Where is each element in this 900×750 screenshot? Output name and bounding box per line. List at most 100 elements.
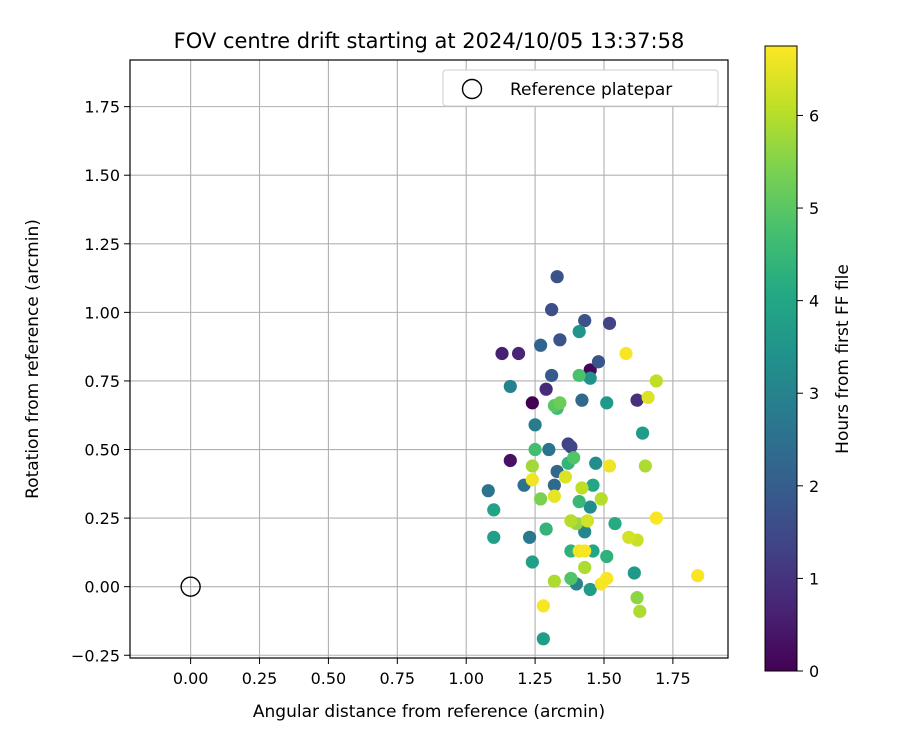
data-point — [545, 303, 559, 317]
data-point — [503, 379, 517, 394]
y-axis-ticks: −0.25 0.00 0.25 0.50 0.75 1.00 1.25 1.50 1.75 — [71, 98, 130, 665]
data-point — [575, 481, 589, 495]
data-point — [487, 530, 501, 544]
data-point — [633, 604, 647, 618]
data-point — [553, 333, 567, 347]
data-point — [630, 393, 644, 407]
y-tick-label: 1.00 — [84, 303, 120, 322]
data-point — [534, 492, 548, 506]
data-point — [528, 418, 542, 432]
grid — [130, 60, 728, 658]
colorbar-tick-label: 4 — [809, 292, 819, 311]
data-point — [572, 368, 586, 383]
data-point — [550, 270, 564, 284]
data-point — [608, 516, 622, 531]
data-point — [539, 382, 553, 396]
data-point — [594, 492, 608, 506]
data-point — [503, 453, 517, 468]
y-tick-label: 0.75 — [84, 372, 120, 391]
y-tick-label: −0.25 — [71, 646, 120, 665]
data-point — [558, 470, 573, 484]
data-point — [511, 346, 526, 361]
data-point — [602, 316, 617, 330]
legend-box — [442, 69, 719, 107]
colorbar: 0 1 2 3 4 5 6 Hours from first FF file — [764, 45, 853, 681]
legend-entry-label: Reference platepar — [510, 80, 672, 100]
data-point — [547, 489, 561, 503]
legend-reference-marker — [461, 78, 483, 100]
colorbar-label: Hours from first FF file — [833, 264, 853, 454]
colorbar-tick-label: 3 — [809, 384, 819, 403]
data-point — [600, 396, 614, 410]
x-tick-label: 0.25 — [242, 669, 278, 688]
data-point — [542, 442, 556, 457]
colorbar-tick-label: 1 — [809, 569, 819, 588]
x-axis-ticks: 0.00 0.25 0.50 0.75 1.00 1.25 1.50 1.75 — [173, 658, 691, 688]
data-point — [564, 440, 578, 454]
x-tick-label: 1.00 — [448, 669, 484, 688]
data-point — [525, 459, 539, 473]
data-point — [536, 599, 550, 613]
data-point — [575, 393, 589, 407]
legend: Reference platepar — [442, 69, 719, 107]
data-point — [495, 346, 509, 361]
x-tick-label: 0.75 — [379, 669, 415, 688]
reference-point-marker — [180, 576, 201, 597]
data-point — [649, 511, 663, 525]
data-point — [564, 514, 578, 528]
y-tick-label: 0.50 — [84, 441, 120, 460]
scatter-points — [481, 270, 705, 646]
data-point — [525, 396, 539, 410]
data-point — [547, 574, 561, 588]
x-tick-label: 0.00 — [173, 669, 209, 688]
data-point — [635, 426, 650, 440]
data-point — [567, 451, 581, 465]
data-point — [580, 514, 595, 528]
data-point — [691, 569, 705, 583]
data-point — [583, 582, 597, 597]
colorbar-tick-label: 2 — [809, 477, 819, 496]
y-axis-label: Rotation from reference (arcmin) — [23, 219, 43, 499]
data-point — [578, 544, 592, 558]
data-point — [583, 371, 597, 385]
data-point — [553, 396, 567, 410]
data-point — [481, 484, 495, 498]
colorbar-tick-label: 6 — [809, 106, 819, 125]
data-point — [649, 374, 663, 388]
colorbar-gradient — [764, 45, 798, 672]
x-tick-label: 1.75 — [655, 669, 691, 688]
x-tick-label: 0.50 — [311, 669, 347, 688]
data-point — [525, 473, 539, 487]
colorbar-ticks: 0 1 2 3 4 5 6 — [797, 106, 819, 681]
data-point — [578, 560, 592, 575]
y-tick-label: 1.25 — [84, 235, 120, 254]
colorbar-tick-label: 0 — [809, 662, 819, 681]
x-axis-label: Angular distance from reference (arcmin) — [253, 702, 605, 722]
data-point — [638, 459, 652, 473]
data-point — [578, 313, 592, 328]
data-point — [572, 495, 586, 509]
data-point — [600, 549, 614, 564]
data-point — [602, 459, 617, 473]
data-point — [641, 390, 655, 405]
plot-area-frame — [129, 59, 729, 659]
data-point — [627, 566, 641, 580]
data-point — [619, 346, 633, 361]
data-point — [536, 632, 550, 646]
data-point — [528, 442, 542, 457]
reference-point-layer — [180, 576, 201, 597]
data-point — [578, 525, 592, 539]
data-point — [583, 500, 597, 514]
data-point — [589, 456, 603, 470]
colorbar-tick-label: 5 — [809, 199, 819, 218]
data-point — [622, 530, 636, 544]
chart-title: FOV centre drift starting at 2024/10/05 … — [174, 29, 685, 53]
data-point — [630, 591, 644, 605]
x-tick-label: 1.50 — [586, 669, 622, 688]
data-point — [586, 478, 600, 492]
data-point — [547, 478, 561, 492]
data-point — [545, 368, 559, 383]
data-point — [534, 338, 548, 352]
data-point — [539, 522, 553, 536]
